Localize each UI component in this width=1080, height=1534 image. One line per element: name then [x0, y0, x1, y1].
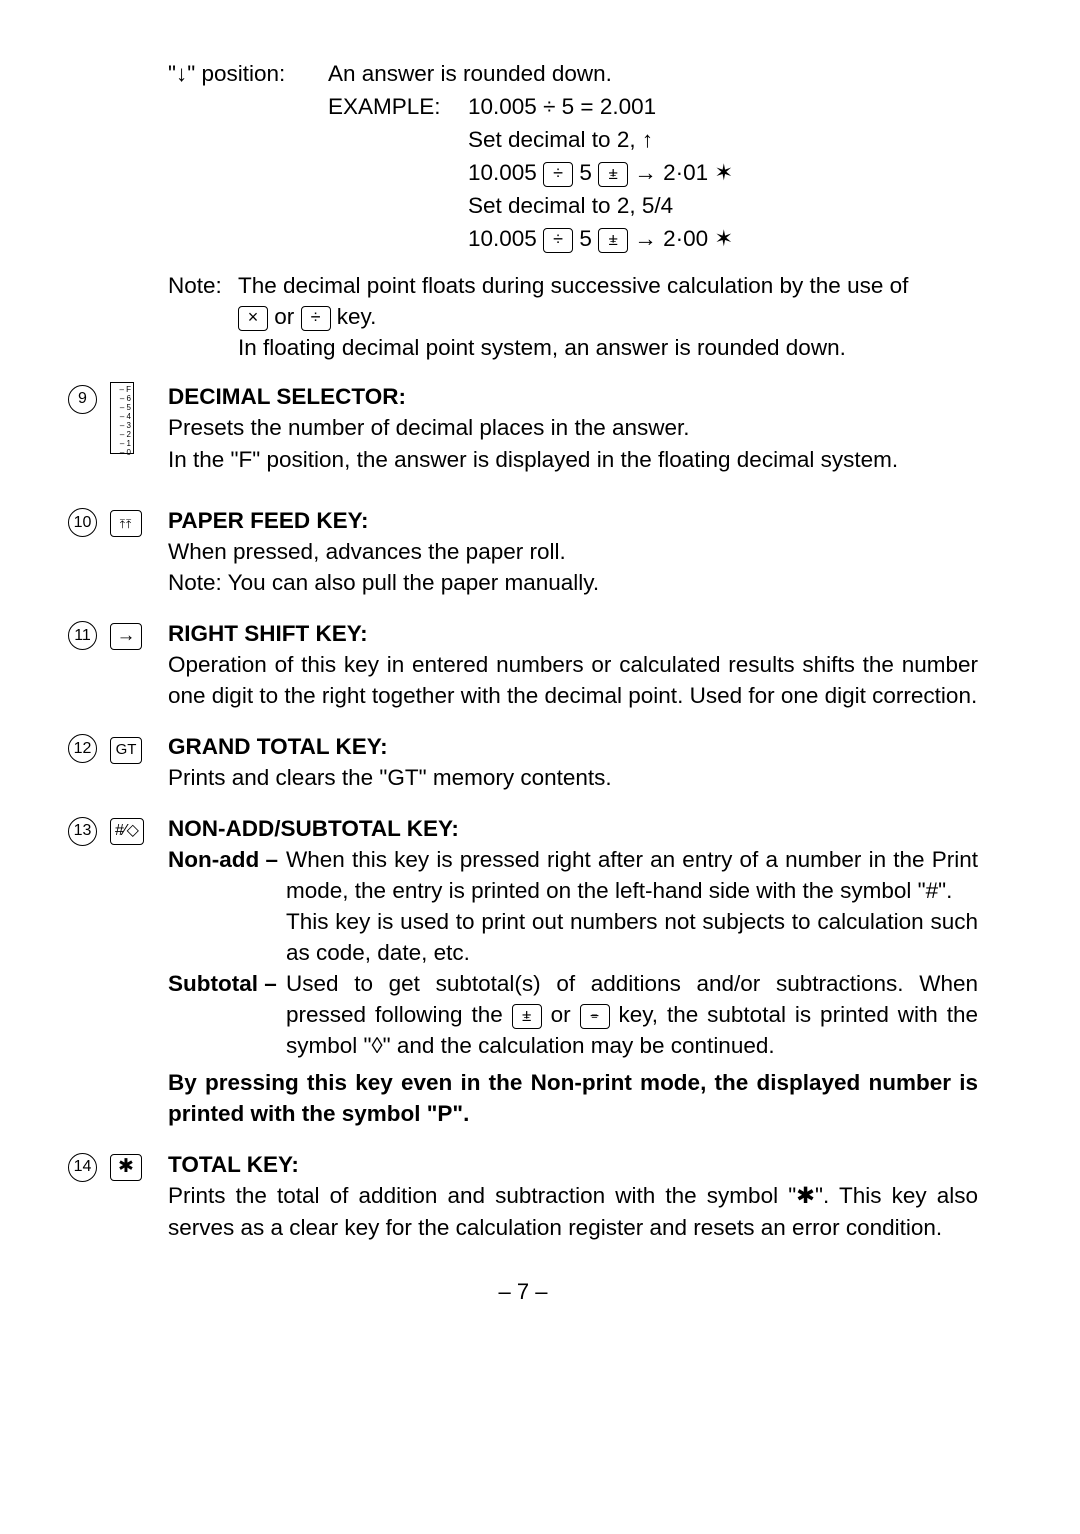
- item-9-title: DECIMAL SELECTOR:: [168, 381, 978, 412]
- set-decimal-up: Set decimal to 2, ↑: [468, 124, 978, 155]
- rounding-down-block: "↓" position: An answer is rounded down.…: [68, 58, 978, 254]
- calc-a-res: → 2·01 ✶: [628, 160, 733, 185]
- nonadd-def: Non-add – When this key is pressed right…: [168, 844, 978, 968]
- item-13-title: NON-ADD/SUBTOTAL KEY:: [168, 813, 978, 844]
- decsel-2: – 2: [114, 430, 131, 439]
- item-number-14: 14: [68, 1153, 97, 1182]
- down-position-label: "↓" position:: [168, 58, 328, 254]
- nonadd-body: When this key is pressed right after an …: [286, 844, 978, 968]
- set-decimal-54: Set decimal to 2, 5/4: [468, 190, 978, 221]
- divide-key-icon: ÷: [543, 228, 573, 253]
- calc-line-b: 10.005 ÷ 5 ± → 2·00 ✶: [468, 223, 978, 254]
- decsel-6: – 6: [114, 394, 131, 403]
- pm-glyph: ±: [608, 164, 617, 183]
- item-12: 12 GT GRAND TOTAL KEY: Prints and clears…: [68, 731, 978, 793]
- item-9: 9 – F – 6 – 5 – 4 – 3 – 2 – 1 – 0 DECIMA…: [68, 381, 978, 474]
- calc-b-pre: 10.005: [468, 226, 543, 251]
- item-number-11: 11: [68, 621, 97, 650]
- item-11-body: Operation of this key in entered numbers…: [168, 649, 978, 711]
- plus-equals-key-icon: ±: [598, 162, 628, 187]
- decsel-0: – 0: [114, 448, 131, 457]
- nonadd-subtotal-key-icon: #⁄◇: [110, 818, 144, 845]
- item-number-12: 12: [68, 734, 97, 763]
- plus-equals-key-icon: ±: [512, 1004, 542, 1029]
- nonadd-label: Non-add –: [168, 844, 286, 968]
- gt-key-icon: GT: [110, 737, 142, 764]
- calc-b-res: → 2·00 ✶: [628, 226, 733, 251]
- note-line1: The decimal point floats during successi…: [238, 270, 978, 301]
- note-block: Note: The decimal point floats during su…: [68, 270, 978, 363]
- decsel-3: – 3: [114, 421, 131, 430]
- item-11-title: RIGHT SHIFT KEY:: [168, 618, 978, 649]
- calc-b-mid: 5: [573, 226, 598, 251]
- item-number-10: 10: [68, 508, 97, 537]
- pm-glyph: ±: [522, 1006, 531, 1025]
- calc-a-pre: 10.005: [468, 160, 543, 185]
- me-glyph: −: [590, 1008, 599, 1025]
- pm-glyph: ±: [608, 230, 617, 249]
- note-line2: In floating decimal point system, an ans…: [238, 332, 978, 363]
- item-14: 14 ✱ TOTAL KEY: Prints the total of addi…: [68, 1149, 978, 1242]
- divide-key-icon: ÷: [301, 306, 331, 331]
- multiply-key-icon: ×: [238, 306, 268, 331]
- example-eq: 10.005 ÷ 5 = 2.001: [468, 91, 978, 122]
- item-11: 11 → RIGHT SHIFT KEY: Operation of this …: [68, 618, 978, 711]
- subtotal-or: or: [542, 1002, 580, 1027]
- plus-equals-key-icon: ±: [598, 228, 628, 253]
- item-14-title: TOTAL KEY:: [168, 1149, 978, 1180]
- item-9-line2: In the "F" position, the answer is displ…: [168, 444, 978, 475]
- down-position-text: An answer is rounded down.: [328, 58, 978, 89]
- decsel-f: – F: [114, 385, 131, 394]
- item-10-line1: When pressed, advances the paper roll.: [168, 536, 978, 567]
- item-14-body: Prints the total of addition and subtrac…: [168, 1180, 978, 1242]
- decsel-1: – 1: [114, 439, 131, 448]
- item-number-9: 9: [68, 385, 97, 414]
- note-keyword: key.: [331, 304, 377, 329]
- total-key-icon: ✱: [110, 1154, 142, 1181]
- subtotal-def: Subtotal – Used to get subtotal(s) of ad…: [168, 968, 978, 1061]
- item-13: 13 #⁄◇ NON-ADD/SUBTOTAL KEY: Non-add – W…: [68, 813, 978, 1129]
- item-12-title: GRAND TOTAL KEY:: [168, 731, 978, 762]
- item-10: 10 ⤒⤒ PAPER FEED KEY: When pressed, adva…: [68, 505, 978, 598]
- item-13-bold-note: By pressing this key even in the Non-pri…: [168, 1067, 978, 1129]
- page-number: – 7 –: [68, 1277, 978, 1307]
- note-or: or: [268, 304, 301, 329]
- item-10-line2: Note: You can also pull the paper manual…: [168, 567, 978, 598]
- item-12-body: Prints and clears the "GT" memory conten…: [168, 762, 978, 793]
- subtotal-body: Used to get subtotal(s) of additions and…: [286, 968, 978, 1061]
- example-label: EXAMPLE:: [328, 91, 468, 254]
- item-number-13: 13: [68, 817, 97, 846]
- item-9-line1: Presets the number of decimal places in …: [168, 412, 978, 443]
- paper-feed-key-icon: ⤒⤒: [110, 510, 142, 537]
- decsel-4: – 4: [114, 412, 131, 421]
- note-keyline: × or ÷ key.: [238, 301, 978, 332]
- minus-equals-key-icon: −: [580, 1004, 610, 1029]
- decsel-5: – 5: [114, 403, 131, 412]
- note-label: Note:: [168, 270, 238, 363]
- right-shift-key-icon: →: [110, 623, 142, 650]
- divide-key-icon: ÷: [543, 162, 573, 187]
- decimal-selector-icon: – F – 6 – 5 – 4 – 3 – 2 – 1 – 0: [110, 382, 134, 454]
- subtotal-label: Subtotal –: [168, 968, 286, 1061]
- calc-line-a: 10.005 ÷ 5 ± → 2·01 ✶: [468, 157, 978, 188]
- manual-page: "↓" position: An answer is rounded down.…: [0, 0, 1080, 1534]
- item-10-title: PAPER FEED KEY:: [168, 505, 978, 536]
- note-l1a: The decimal point floats during successi…: [238, 273, 908, 298]
- calc-a-mid: 5: [573, 160, 598, 185]
